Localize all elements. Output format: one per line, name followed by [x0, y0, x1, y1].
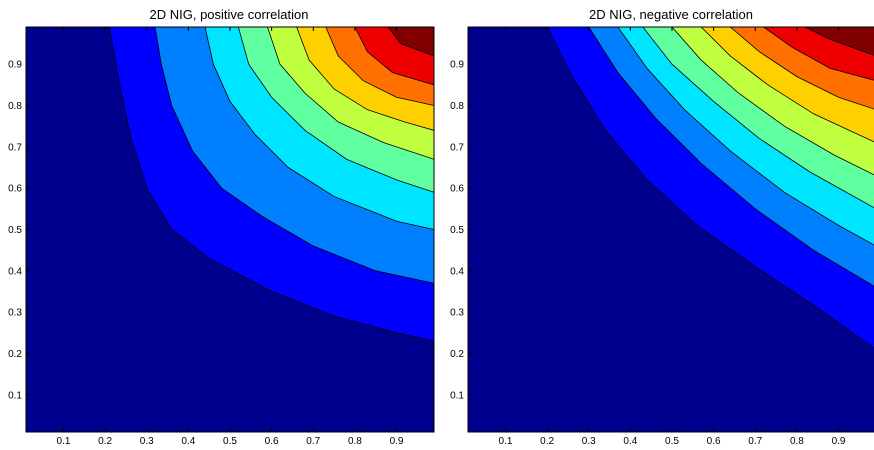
contour-line-level-5 — [267, 27, 434, 160]
y-tick-label: 0.1 — [450, 390, 464, 401]
chart-title: 2D NIG, positive correlation — [150, 7, 309, 22]
contour-line-level-2 — [588, 27, 874, 287]
x-tick-label: 0.7 — [748, 436, 762, 447]
x-tick-label: 0.9 — [390, 436, 404, 447]
contour-band-level-9 — [388, 27, 434, 56]
contour-line-level-9 — [805, 27, 874, 56]
y-tick-label: 0.7 — [450, 142, 464, 153]
chart-title: 2D NIG, negative correlation — [589, 7, 753, 22]
contour-line-level-8 — [763, 27, 874, 81]
contour-line-level-8 — [354, 27, 434, 86]
y-tick-label: 0.5 — [8, 225, 22, 236]
contour-line-level-7 — [730, 27, 874, 110]
y-tick-label: 0.6 — [450, 184, 464, 195]
contour-band-level-9 — [805, 27, 874, 56]
contour-line-level-6 — [296, 27, 434, 131]
contour-line-level-3 — [204, 27, 434, 230]
x-tick-label: 0.6 — [265, 436, 279, 447]
x-tick-label: 0.5 — [223, 436, 237, 447]
y-tick-label: 0.4 — [450, 266, 464, 277]
x-tick-label: 0.9 — [832, 436, 846, 447]
y-tick-label: 0.7 — [8, 142, 22, 153]
contour-line-level-9 — [387, 27, 434, 57]
contour-panel-positive-correlation: 2D NIG, positive correlation 0.1 0.2 0.3 0.… — [8, 7, 435, 447]
contour-line-level-1 — [108, 27, 434, 342]
y-tick-label: 0.3 — [8, 308, 22, 319]
y-tick-label: 0.1 — [8, 390, 22, 401]
x-tick-label: 0.5 — [665, 436, 679, 447]
x-tick-label: 0.1 — [57, 436, 71, 447]
y-tick-label: 0.8 — [450, 101, 464, 112]
y-tick-label: 0.5 — [450, 225, 464, 236]
contour-line-level-3 — [617, 27, 874, 246]
contour-line-level-1 — [546, 27, 874, 349]
x-tick-label: 0.3 — [582, 436, 596, 447]
contour-line-level-4 — [642, 27, 874, 209]
x-tick-label: 0.3 — [140, 436, 154, 447]
x-tick-label: 0.8 — [790, 436, 804, 447]
x-tick-label: 0.4 — [623, 436, 637, 447]
contour-line-level-2 — [154, 27, 434, 284]
x-tick-label: 0.2 — [540, 436, 554, 447]
y-tick-label: 0.9 — [8, 60, 22, 71]
x-tick-label: 0.8 — [348, 436, 362, 447]
x-tick-label: 0.6 — [707, 436, 721, 447]
y-tick-label: 0.3 — [450, 308, 464, 319]
x-tick-label: 0.1 — [499, 436, 513, 447]
y-tick-label: 0.8 — [8, 101, 22, 112]
y-tick-label: 0.9 — [450, 60, 464, 71]
contour-line-level-4 — [237, 27, 434, 193]
x-tick-label: 0.7 — [306, 436, 320, 447]
x-tick-label: 0.2 — [98, 436, 112, 447]
y-tick-label: 0.2 — [8, 349, 22, 360]
y-tick-label: 0.6 — [8, 184, 22, 195]
contour-line-level-7 — [325, 27, 434, 106]
y-tick-label: 0.4 — [8, 266, 22, 277]
contour-panel-negative-correlation: 2D NIG, negative correlation 0.1 0.2 0.3 0.… — [450, 7, 874, 447]
contour-line-level-5 — [671, 27, 874, 176]
y-tick-label: 0.2 — [450, 349, 464, 360]
contour-line-level-6 — [700, 27, 874, 143]
x-tick-label: 0.4 — [181, 436, 195, 447]
